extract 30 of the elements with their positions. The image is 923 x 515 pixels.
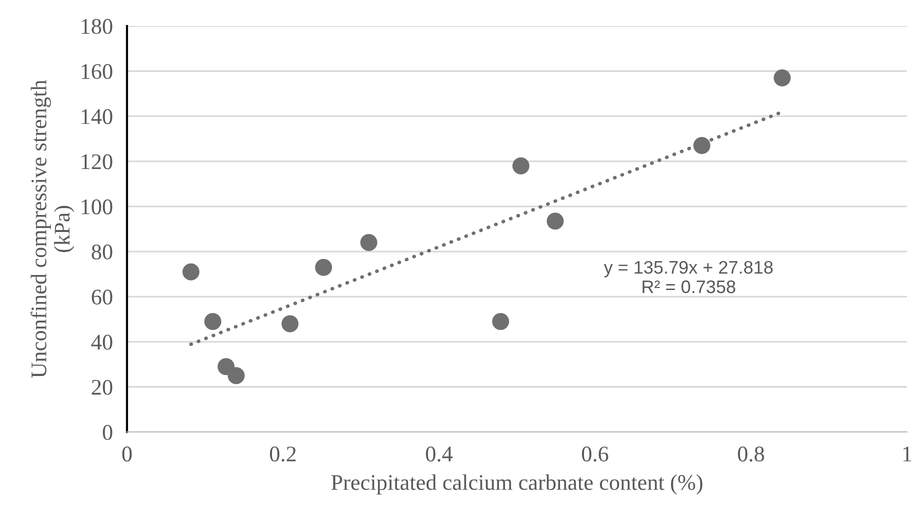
point [512, 157, 530, 174]
point [228, 367, 245, 384]
x-tick-label: 0.6 [582, 446, 608, 462]
y-tick-label: 160 [82, 64, 112, 80]
point [546, 212, 564, 230]
x-tick-label: 1 [903, 446, 912, 462]
y-tick-label: 80 [92, 244, 112, 260]
x-tick-label: 0.2 [270, 446, 296, 462]
y-tick-label: 40 [91, 334, 112, 350]
y-axis-title: Unconfined compressive strength (kPa) [30, 80, 74, 378]
point [774, 69, 791, 86]
y-tick-label: 180 [82, 18, 112, 34]
point [282, 315, 299, 332]
x-tick-label: 0.4 [426, 446, 453, 462]
x-tick-label: 0.8 [738, 446, 764, 462]
y-tick-label: 0 [102, 424, 112, 440]
x-axis-title: Precipitated calcium carbnate content (%) [331, 474, 702, 495]
point [182, 263, 200, 280]
y-tick-label: 20 [92, 380, 112, 395]
point [693, 137, 710, 154]
y-tick-label: 120 [82, 154, 112, 170]
y-tick-label: 60 [92, 290, 112, 305]
annotation: y = 135.79x + 27.818 R² = 0.7358 [604, 260, 773, 294]
point [492, 312, 510, 330]
point [204, 312, 222, 330]
point [315, 258, 332, 276]
y-tick-label: 100 [82, 199, 112, 214]
point [360, 234, 378, 252]
y-tick-label: 140 [82, 109, 112, 124]
x-tick-label: 0 [122, 446, 132, 462]
